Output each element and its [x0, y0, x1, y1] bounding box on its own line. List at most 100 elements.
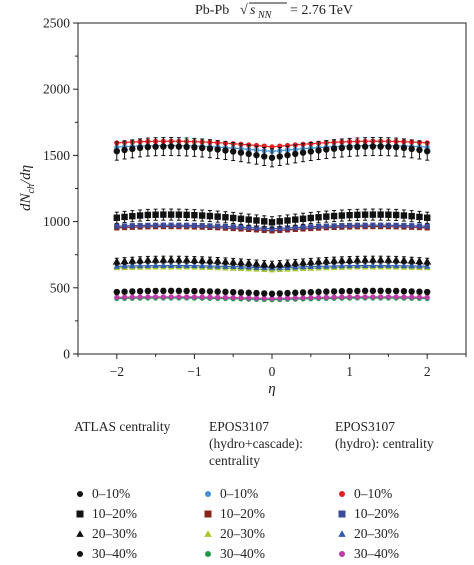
- data-point: [144, 287, 152, 295]
- data-point: [346, 144, 353, 151]
- data-point: [137, 222, 143, 229]
- data-point: [129, 212, 136, 220]
- data-point: [284, 217, 291, 224]
- data-point: [377, 262, 384, 269]
- legend-cascade-title-line3: centrality: [209, 453, 260, 468]
- data-point: [268, 154, 276, 161]
- data-point: [300, 224, 306, 230]
- chart-svg: Pb-Pb √ s NN = 2.76 TeV 0 500 1000 1500 2000…: [18, 2, 467, 397]
- legend-hydro: 0–10% 10–20% 20–30% 30–40%: [334, 484, 399, 564]
- data-point: [284, 142, 291, 149]
- series-atlas-0–10%: [113, 137, 431, 168]
- legend-hydro-title: EPOS3107 (hydro): centrality: [335, 418, 434, 452]
- data-point: [377, 211, 384, 218]
- data-point: [221, 257, 230, 265]
- data-point: [222, 263, 229, 269]
- data-point: [137, 294, 143, 300]
- legend-hydro-item: 20–30%: [334, 524, 399, 544]
- data-point: [152, 211, 159, 218]
- data-point: [191, 287, 198, 295]
- data-point: [160, 211, 167, 218]
- data-point: [168, 294, 174, 300]
- data-point: [423, 257, 432, 265]
- data-point: [160, 294, 166, 300]
- y-axis-label-sub: ch: [26, 184, 37, 193]
- data-point: [198, 144, 206, 152]
- data-point: [113, 214, 120, 221]
- data-point: [330, 262, 338, 269]
- chart-title-sqrt-s: s: [250, 3, 256, 18]
- data-point: [253, 151, 260, 159]
- data-point: [245, 289, 252, 296]
- legend-cascade-item: 20–30%: [200, 524, 265, 544]
- data-point: [237, 289, 245, 296]
- data-point: [191, 262, 198, 269]
- data-point: [392, 255, 401, 263]
- data-point: [183, 262, 190, 269]
- data-point: [191, 211, 198, 219]
- y-tick-label: 1000: [43, 214, 70, 229]
- data-point: [167, 211, 175, 218]
- data-point: [230, 148, 237, 155]
- x-axis: −2 −1 0 1 2: [77, 354, 467, 379]
- data-point: [315, 288, 322, 296]
- data-point: [160, 143, 167, 150]
- data-point: [160, 222, 166, 228]
- legend-marker-shape: [338, 510, 346, 518]
- data-point: [354, 287, 361, 295]
- data-point: [214, 146, 221, 153]
- legend-cascade-item: 0–10%: [200, 484, 265, 504]
- data-point: [377, 143, 384, 150]
- data-point: [175, 262, 183, 269]
- data-point: [424, 294, 430, 300]
- data-point: [121, 294, 128, 300]
- chart-title-energy: = 2.76 TeV: [290, 3, 353, 18]
- data-point: [408, 145, 415, 153]
- data-point: [252, 259, 261, 267]
- data-point: [152, 143, 159, 150]
- legend-cascade-item: 10–20%: [200, 504, 265, 524]
- data-point: [153, 294, 159, 300]
- legend-circle-marker-icon: [200, 484, 216, 504]
- data-point: [276, 153, 283, 160]
- data-point: [299, 215, 307, 222]
- data-point: [300, 295, 306, 301]
- data-point: [322, 256, 331, 264]
- legend-hydro-item: 30–40%: [334, 544, 399, 564]
- data-point: [269, 295, 275, 301]
- series-hydro-10–20%: [114, 222, 430, 232]
- data-point: [292, 224, 298, 231]
- data-point: [222, 223, 229, 230]
- data-point: [183, 287, 190, 295]
- data-point: [423, 263, 431, 269]
- data-point: [176, 294, 182, 300]
- data-point: [415, 257, 424, 265]
- legend-triangle-marker-icon: [334, 524, 350, 544]
- data-point: [244, 258, 253, 266]
- legend-label: 30–40%: [354, 546, 399, 561]
- data-point: [276, 290, 283, 297]
- data-point: [129, 145, 136, 153]
- data-point: [338, 288, 346, 295]
- data-point: [377, 287, 384, 295]
- data-point: [275, 260, 284, 268]
- data-point: [121, 288, 128, 295]
- data-point: [308, 294, 314, 301]
- legend-label: 10–20%: [354, 506, 399, 521]
- legend-label: 10–20%: [92, 506, 137, 521]
- data-point: [331, 294, 337, 300]
- data-point: [136, 212, 144, 219]
- legend-marker-shape: [77, 491, 83, 497]
- data-point: [361, 287, 369, 295]
- data-point: [393, 294, 399, 300]
- data-point: [237, 215, 245, 222]
- data-point: [230, 224, 236, 230]
- legend-cascade-item: 30–40%: [200, 544, 265, 564]
- data-point: [129, 223, 135, 229]
- data-point: [152, 262, 159, 269]
- data-point: [407, 256, 416, 264]
- data-point: [230, 214, 237, 222]
- data-point: [416, 223, 423, 229]
- y-tick-label: 1500: [43, 148, 70, 163]
- data-point: [292, 216, 299, 223]
